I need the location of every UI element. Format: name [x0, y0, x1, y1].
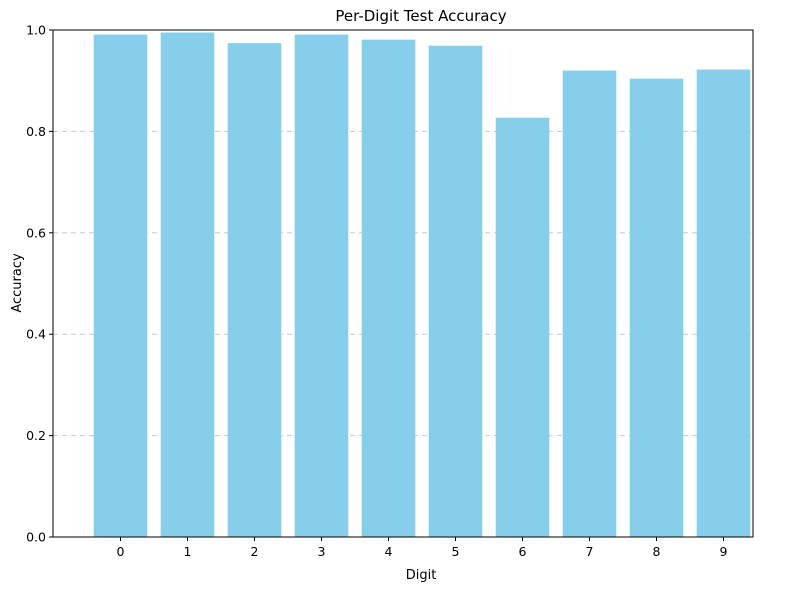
x-tick-label: 2	[251, 544, 259, 559]
bar-digit-0	[93, 34, 148, 538]
y-tick-label: 0.0	[26, 530, 46, 545]
x-tick-label: 9	[720, 544, 728, 559]
bar-digit-3	[294, 34, 349, 538]
bars	[93, 32, 751, 538]
bar-digit-2	[227, 43, 282, 537]
bar-digit-4	[361, 39, 416, 538]
bar-digit-1	[160, 32, 215, 537]
y-tick-label: 0.8	[26, 124, 46, 139]
chart-title: Per-Digit Test Accuracy	[335, 7, 506, 25]
x-tick-label: 4	[385, 544, 393, 559]
bar-digit-7	[562, 70, 617, 537]
x-axis-ticks: 0 1 2 3 4 5 6 7 8 9	[117, 537, 728, 559]
bar-digit-9	[696, 69, 751, 538]
y-tick-label: 0.2	[26, 428, 46, 443]
plot-frame	[52, 29, 754, 538]
x-tick-label: 0	[117, 544, 125, 559]
y-axis-title: Accuracy	[10, 253, 25, 313]
bar-digit-6	[495, 117, 550, 537]
y-tick-label: 0.6	[26, 225, 46, 240]
x-tick-label: 1	[184, 544, 192, 559]
x-tick-label: 7	[586, 544, 594, 559]
x-tick-label: 5	[452, 544, 460, 559]
x-axis-title: Digit	[406, 568, 437, 583]
y-tick-label: 1.0	[26, 23, 46, 38]
y-tick-label: 0.4	[26, 327, 46, 342]
x-tick-label: 3	[318, 544, 326, 559]
x-tick-label: 6	[519, 544, 527, 559]
bar-digit-5	[428, 45, 483, 537]
bar-digit-8	[629, 78, 684, 537]
x-tick-label: 8	[653, 544, 661, 559]
y-axis-ticks: 0.0 0.2 0.4 0.6 0.8 1.0	[26, 23, 53, 545]
